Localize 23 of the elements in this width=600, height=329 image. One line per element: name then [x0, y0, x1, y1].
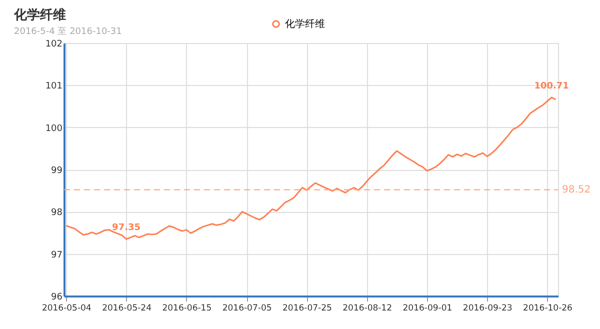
- annotation: 100.71: [534, 81, 569, 92]
- x-tick-label: 2016-06-15: [162, 304, 212, 314]
- chart-subtitle: 2016-5-4 至 2016-10-31: [14, 27, 122, 37]
- y-tick-label: 102: [45, 40, 62, 50]
- ref-line-label: 98.52: [562, 184, 591, 196]
- x-tick-label: 2016-07-25: [282, 304, 332, 314]
- x-tick-label: 2016-10-26: [523, 304, 572, 314]
- x-tick-label: 2016-07-05: [222, 304, 272, 314]
- line-series: [65, 96, 557, 240]
- x-tick-label: 2016-09-01: [402, 304, 452, 314]
- chart-title: 化学纤维: [13, 7, 66, 23]
- x-tick-label: 2016-08-12: [342, 304, 392, 314]
- y-tick-label: 96: [51, 292, 63, 302]
- y-tick-label: 100: [45, 124, 63, 134]
- annotation: 97.35: [112, 223, 141, 234]
- legend-label: 化学纤维: [285, 18, 325, 30]
- x-tick-label: 2016-05-24: [102, 304, 152, 314]
- y-tick-label: 97: [51, 250, 62, 260]
- x-tick-label: 2016-05-04: [42, 304, 92, 314]
- y-tick-label: 98: [51, 208, 63, 218]
- x-tick-label: 2016-09-23: [462, 304, 512, 314]
- y-tick-label: 99: [51, 166, 63, 176]
- y-tick-label: 101: [45, 82, 62, 92]
